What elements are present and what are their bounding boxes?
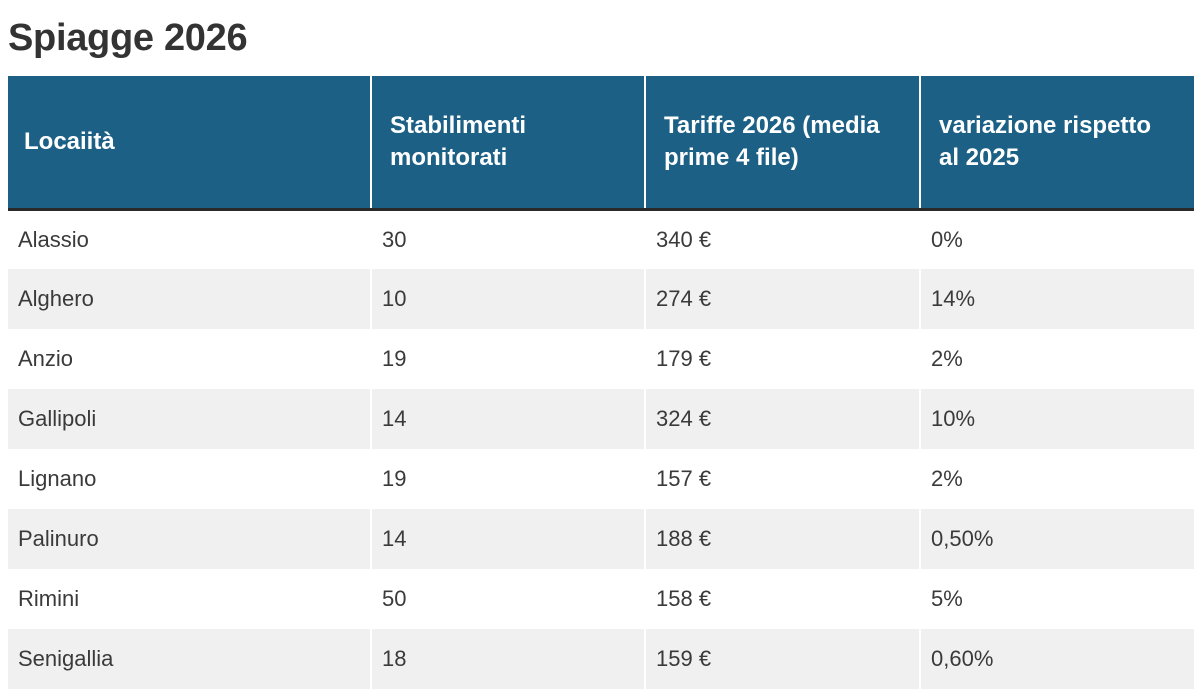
cell-establishments: 30	[370, 209, 645, 269]
table-row: Palinuro 14 188 € 0,50%	[8, 509, 1194, 569]
header-row: Locaiità Stabilimenti monitorati Tariffe…	[8, 76, 1194, 211]
table-row: Alghero 10 274 € 14%	[8, 269, 1194, 329]
cell-variation: 5%	[919, 569, 1194, 629]
cell-rate: 157 €	[644, 449, 920, 509]
cell-variation: 0,60%	[919, 629, 1194, 689]
cell-establishments: 18	[370, 629, 645, 689]
cell-locality: Rimini	[8, 569, 371, 629]
cell-establishments: 14	[370, 509, 645, 569]
table-row: Rimini 50 158 € 5%	[8, 569, 1194, 629]
page-title: Spiagge 2026	[8, 17, 248, 59]
cell-variation: 10%	[919, 389, 1194, 449]
cell-establishments: 19	[370, 329, 645, 389]
cell-variation: 14%	[919, 269, 1194, 329]
cell-locality: Lignano	[8, 449, 371, 509]
cell-rate: 158 €	[644, 569, 920, 629]
cell-establishments: 19	[370, 449, 645, 509]
cell-rate: 179 €	[644, 329, 920, 389]
cell-establishments: 14	[370, 389, 645, 449]
table-row: Alassio 30 340 € 0%	[8, 209, 1194, 269]
column-header-rates: Tariffe 2026 (media prime 4 file)	[644, 76, 920, 211]
cell-establishments: 50	[370, 569, 645, 629]
cell-variation: 2%	[919, 449, 1194, 509]
column-header-locality: Locaiità	[8, 76, 371, 211]
table-row: Anzio 19 179 € 2%	[8, 329, 1194, 389]
cell-locality: Alassio	[8, 209, 371, 269]
cell-locality: Senigallia	[8, 629, 371, 689]
table-row: Lignano 19 157 € 2%	[8, 449, 1194, 509]
cell-rate: 324 €	[644, 389, 920, 449]
cell-rate: 188 €	[644, 509, 920, 569]
cell-locality: Alghero	[8, 269, 371, 329]
column-header-establishments: Stabilimenti monitorati	[370, 76, 645, 211]
cell-establishments: 10	[370, 269, 645, 329]
data-table: Locaiità Stabilimenti monitorati Tariffe…	[8, 76, 1194, 689]
cell-rate: 340 €	[644, 209, 920, 269]
table-row: Gallipoli 14 324 € 10%	[8, 389, 1194, 449]
column-header-variation: variazione rispetto al 2025	[919, 76, 1194, 211]
cell-variation: 2%	[919, 329, 1194, 389]
cell-variation: 0%	[919, 209, 1194, 269]
cell-rate: 159 €	[644, 629, 920, 689]
cell-locality: Gallipoli	[8, 389, 371, 449]
cell-locality: Anzio	[8, 329, 371, 389]
table-row: Senigallia 18 159 € 0,60%	[8, 629, 1194, 689]
cell-variation: 0,50%	[919, 509, 1194, 569]
cell-rate: 274 €	[644, 269, 920, 329]
cell-locality: Palinuro	[8, 509, 371, 569]
